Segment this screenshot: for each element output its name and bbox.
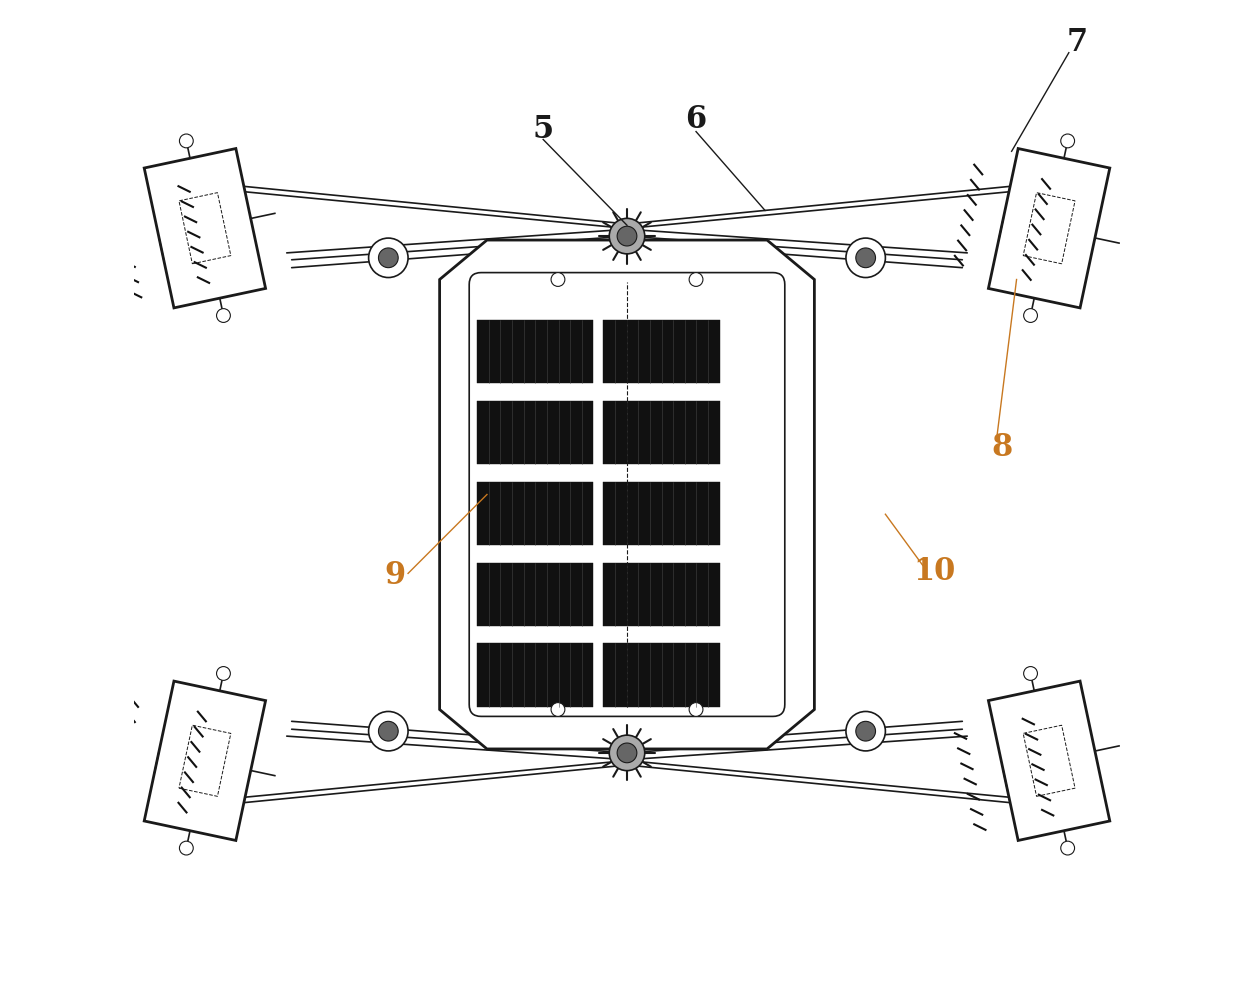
Circle shape <box>179 135 193 147</box>
Polygon shape <box>440 240 814 749</box>
Circle shape <box>617 743 637 763</box>
Bar <box>477 644 593 706</box>
Text: 6: 6 <box>686 104 706 135</box>
Polygon shape <box>988 148 1110 308</box>
Circle shape <box>379 721 399 741</box>
Text: 9: 9 <box>385 560 406 590</box>
Bar <box>477 482 593 545</box>
Bar <box>477 319 593 383</box>
Bar <box>603 563 720 626</box>
Bar <box>603 319 720 383</box>
Text: 7: 7 <box>1066 28 1087 58</box>
Circle shape <box>551 702 564 716</box>
Circle shape <box>369 238 408 278</box>
Circle shape <box>217 309 231 322</box>
Circle shape <box>690 273 703 287</box>
Circle shape <box>1061 842 1075 854</box>
Circle shape <box>1023 667 1037 680</box>
Circle shape <box>846 711 885 751</box>
Polygon shape <box>144 681 266 841</box>
Polygon shape <box>179 193 231 264</box>
Text: 8: 8 <box>991 431 1012 463</box>
Circle shape <box>1023 309 1037 322</box>
Bar <box>477 401 593 464</box>
Text: 10: 10 <box>914 556 956 586</box>
Circle shape <box>369 711 408 751</box>
FancyBboxPatch shape <box>469 273 785 716</box>
Bar <box>603 482 720 545</box>
Circle shape <box>551 273 564 287</box>
Circle shape <box>179 842 193 854</box>
Bar <box>477 563 593 626</box>
Text: 5: 5 <box>533 114 554 145</box>
Polygon shape <box>144 148 266 308</box>
Circle shape <box>855 721 875 741</box>
Bar <box>603 401 720 464</box>
Circle shape <box>855 248 875 268</box>
Polygon shape <box>1023 193 1075 264</box>
Polygon shape <box>988 681 1110 841</box>
Bar <box>603 644 720 706</box>
Circle shape <box>846 238 885 278</box>
Circle shape <box>617 226 637 246</box>
Circle shape <box>1061 135 1075 147</box>
Polygon shape <box>1023 725 1075 796</box>
Circle shape <box>609 735 645 770</box>
Circle shape <box>217 667 231 680</box>
Circle shape <box>690 702 703 716</box>
Circle shape <box>379 248 399 268</box>
Circle shape <box>609 219 645 254</box>
Polygon shape <box>179 725 231 796</box>
